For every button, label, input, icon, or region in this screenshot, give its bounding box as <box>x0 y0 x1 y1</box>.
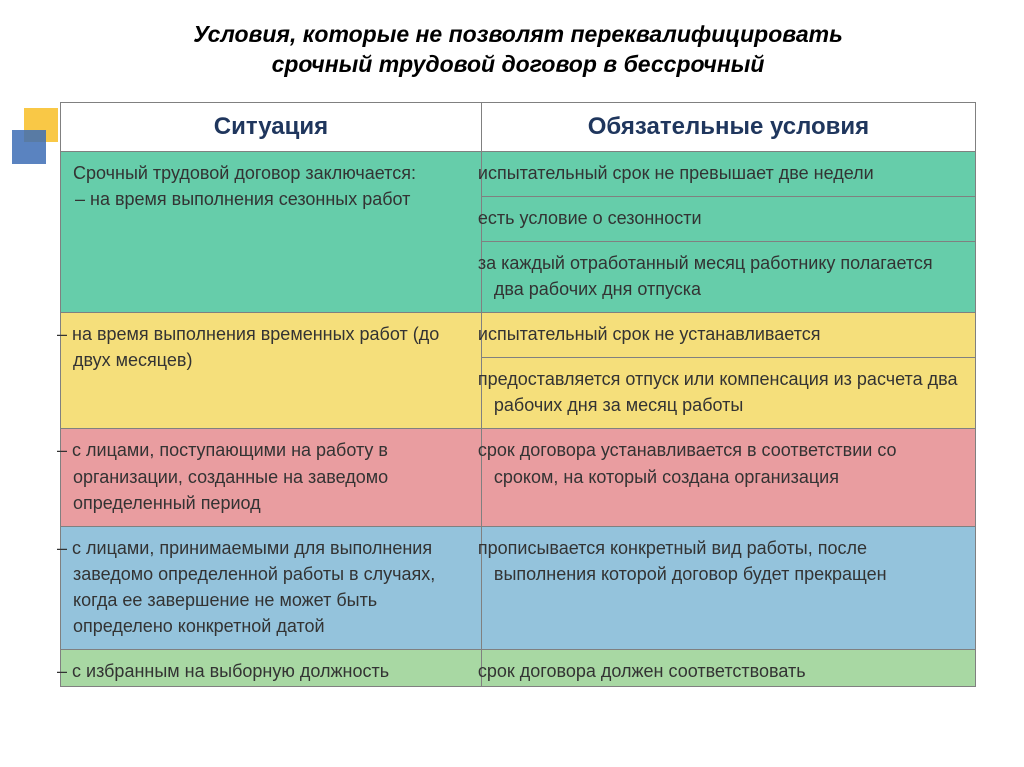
condition-cell: есть условие о сезонности <box>481 196 975 241</box>
situation-detail: – на время выполнения сезонных работ <box>73 186 469 212</box>
condition-cell: срок договора устанавливается в соответс… <box>481 429 975 526</box>
title-line-1: Условия, которые не позволят переквалифи… <box>193 21 843 47</box>
situation-cell: – с лицами, поступающими на работу в орг… <box>61 429 482 526</box>
condition-cell: испытательный срок не устанавливается <box>481 313 975 358</box>
title-line-2: срочный трудовой договор в бессрочный <box>272 51 765 77</box>
conditions-table: Ситуация Обязательные условия Срочный тр… <box>60 102 976 687</box>
situation-intro: Срочный трудовой договор заключается: <box>73 160 469 186</box>
header-conditions: Обязательные условия <box>481 102 975 151</box>
situation-cell: Срочный трудовой договор заключается: – … <box>61 151 482 312</box>
situation-cell: – с избранным на выборную должность <box>61 650 482 687</box>
table-row: – с лицами, принимаемыми для выполнения … <box>61 526 976 649</box>
table-row: Срочный трудовой договор заключается: – … <box>61 151 976 196</box>
table-header-row: Ситуация Обязательные условия <box>61 102 976 151</box>
condition-cell: предоставляется отпуск или компенсация и… <box>481 358 975 429</box>
slide-title: Условия, которые не позволят переквалифи… <box>60 20 976 80</box>
situation-cell: – с лицами, принимаемыми для выполнения … <box>61 526 482 649</box>
table-row: – на время выполнения временных работ (д… <box>61 313 976 358</box>
table-row: – с лицами, поступающими на работу в орг… <box>61 429 976 526</box>
condition-cell: испытательный срок не превышает две неде… <box>481 151 975 196</box>
header-situation: Ситуация <box>61 102 482 151</box>
situation-cell: – на время выполнения временных работ (д… <box>61 313 482 429</box>
accent-square-2 <box>12 130 46 164</box>
condition-cell: за каждый отработанный месяц работнику п… <box>481 241 975 312</box>
condition-cell: прописывается конкретный вид работы, пос… <box>481 526 975 649</box>
table-row: – с избранным на выборную должность срок… <box>61 650 976 687</box>
condition-cell: срок договора должен соответствовать <box>481 650 975 687</box>
